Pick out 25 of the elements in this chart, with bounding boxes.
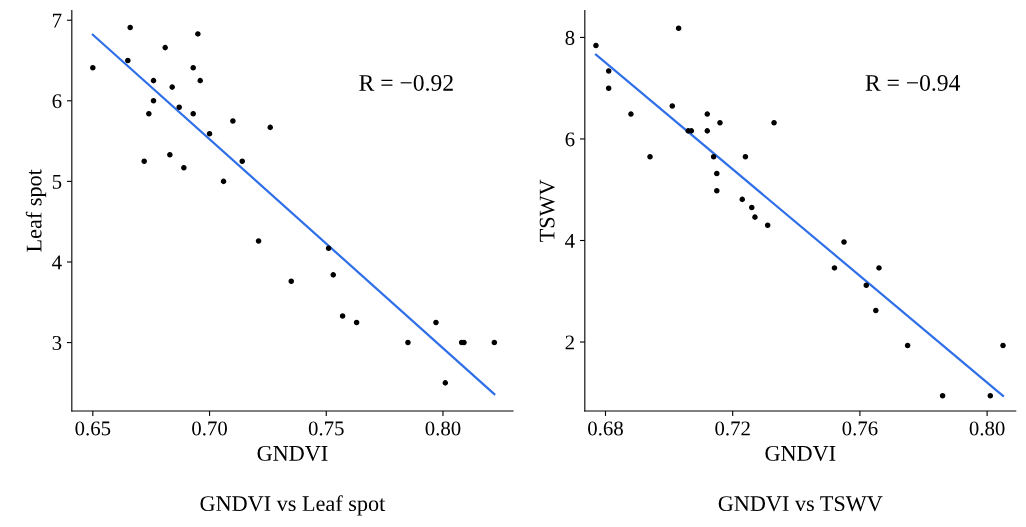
x-tick-label: 0.80 [969,421,1005,436]
annotation: R = −0.94 [865,74,961,91]
text: GNDVI vs TSWV [718,496,883,512]
y-tick-label: 5 [52,174,62,189]
text: GNDVI vs Leaf spot [200,495,386,516]
x-axis-title: GNDVI [257,445,328,461]
x-tick-label: 0.72 [715,421,750,436]
y-axis-title: Leaf spot [25,169,47,252]
y-tick-label: 8 [565,30,575,45]
y-tick-label: 7 [53,13,62,28]
x-axis-title: GNDVI [765,445,836,461]
y-tick-label: 6 [565,132,575,147]
y-tick-label: 4 [565,234,575,248]
x-tick-label: 0.75 [308,421,344,436]
annotation: R = −0.92 [359,74,453,91]
y-tick-label: 4 [52,255,62,270]
y-axis-title: TSWV [539,179,555,242]
y-tick-label: 6 [52,94,62,109]
x-tick-label: 0.70 [192,421,227,436]
x-tick-label: 0.76 [842,421,878,436]
x-tick-label: 0.65 [75,421,111,436]
x-tick-label: 0.80 [425,421,461,436]
y-tick-label: 3 [52,335,62,350]
y-tick-label: 2 [565,335,574,350]
x-tick-label: 0.68 [588,421,623,436]
